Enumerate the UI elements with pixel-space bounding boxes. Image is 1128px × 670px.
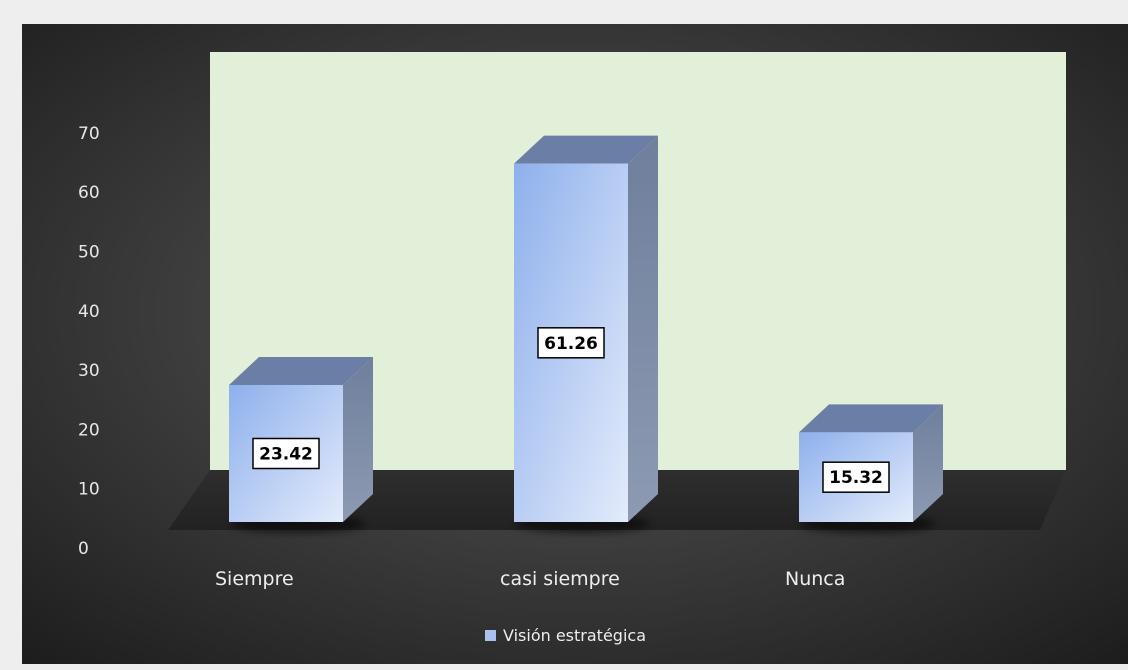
bar-top-face: [799, 404, 943, 433]
bar-side-face: [343, 356, 373, 522]
data-label: 23.42: [259, 444, 313, 464]
y-axis: 0 10 20 30 40 50 60 70: [78, 124, 100, 559]
data-label: 15.32: [829, 468, 883, 488]
y-tick-label: 0: [78, 539, 89, 559]
x-category-label: Nunca: [785, 568, 845, 590]
x-axis: Siempre casi siempre Nunca: [215, 568, 845, 590]
data-label-box: [822, 461, 890, 493]
bar: 23.42: [229, 356, 373, 533]
bar-side-face: [913, 404, 943, 522]
bar: 15.32: [799, 404, 943, 533]
data-label-box: [537, 327, 605, 359]
y-tick-label: 20: [78, 420, 100, 440]
y-tick-label: 40: [78, 302, 100, 322]
bars: 23.42 61.26 15.32: [229, 135, 943, 533]
bar-top-face: [229, 356, 373, 385]
y-tick-label: 50: [78, 243, 100, 263]
y-tick-label: 10: [78, 480, 100, 500]
data-label: 61.26: [544, 334, 598, 354]
y-tick-label: 60: [78, 183, 100, 203]
x-category-label: Siempre: [215, 568, 294, 590]
y-tick-label: 70: [78, 124, 100, 144]
legend-label: Visión estratégica: [503, 626, 646, 645]
x-category-label: casi siempre: [500, 568, 620, 590]
bar-side-face: [628, 135, 658, 522]
legend-swatch: [485, 630, 496, 641]
legend: Visión estratégica: [485, 626, 646, 645]
bar: 61.26: [514, 135, 658, 533]
data-label-box: [252, 437, 320, 470]
bar-top-face: [514, 135, 658, 164]
y-tick-label: 30: [78, 361, 100, 381]
